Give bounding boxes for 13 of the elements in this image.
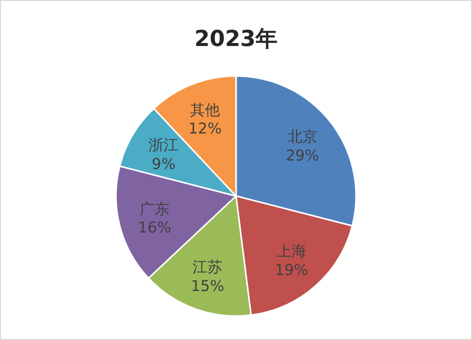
slice-label: 其他 [190, 100, 220, 119]
data-label: 16% [138, 218, 172, 237]
slice-label: 上海 [276, 242, 307, 260]
data-label: 29% [286, 146, 320, 164]
slice-label: 北京 [287, 128, 318, 146]
data-label: 12% [188, 120, 222, 138]
slice-label: 广东 [140, 200, 170, 218]
data-label: 9% [152, 154, 176, 173]
slice-label: 浙江 [148, 136, 179, 154]
slice-label: 江苏 [192, 258, 223, 276]
data-label: 15% [190, 276, 224, 295]
data-label: 19% [274, 260, 308, 279]
chart-title: 2023年 [194, 27, 278, 52]
